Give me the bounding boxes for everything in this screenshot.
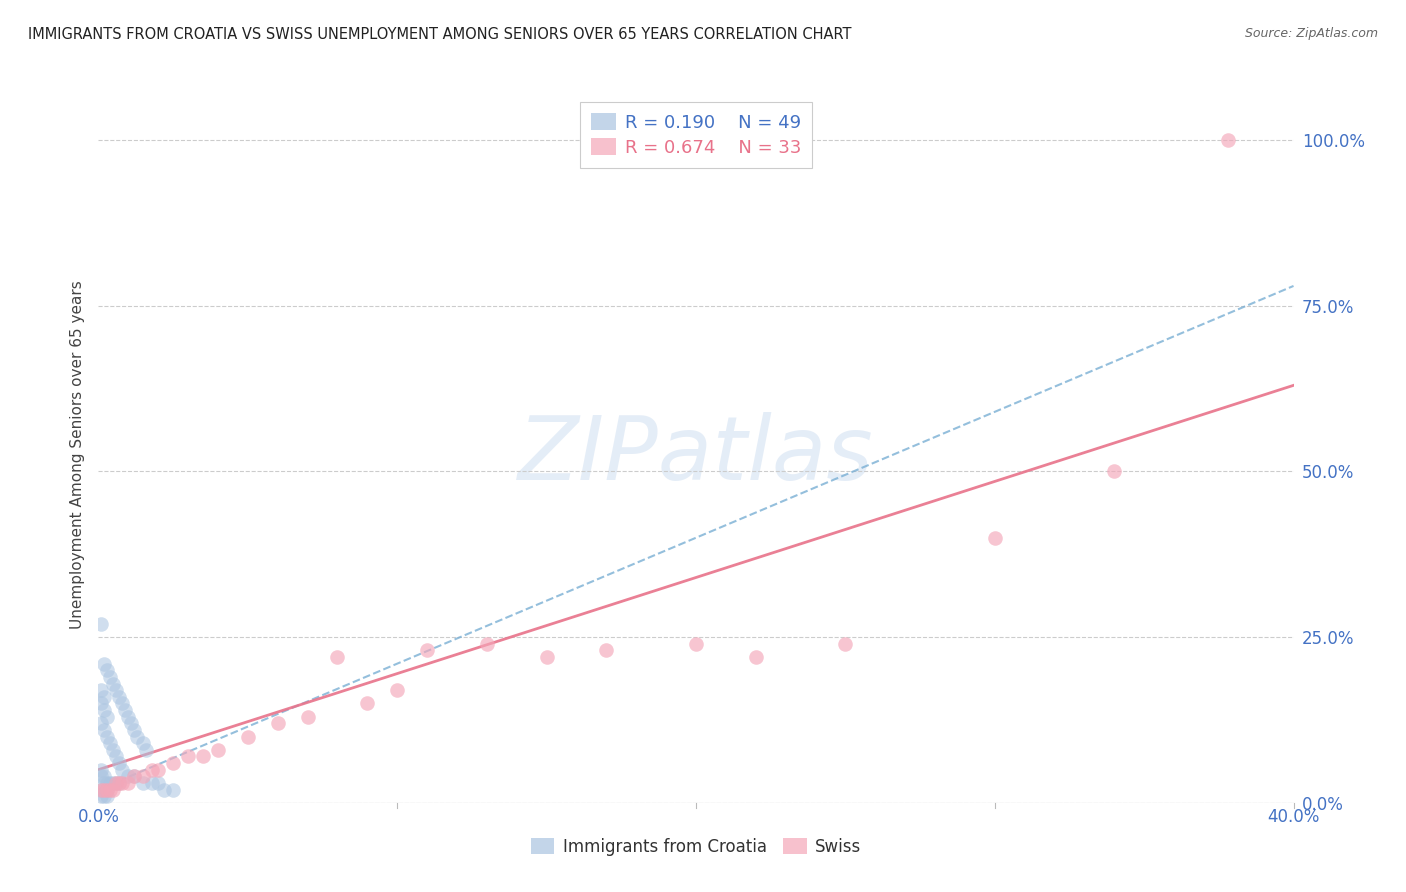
Point <box>90 683 112 698</box>
Point <box>103 782 125 797</box>
Point <box>90 769 112 783</box>
Point <box>98 736 122 750</box>
Point <box>595 643 617 657</box>
Point <box>745 650 768 665</box>
Point <box>1104 465 1126 479</box>
Point <box>96 782 118 797</box>
Point <box>135 743 157 757</box>
Point <box>108 756 131 770</box>
Point <box>105 749 128 764</box>
Point <box>141 776 163 790</box>
Point <box>297 709 319 723</box>
Point <box>96 776 118 790</box>
Point <box>326 650 349 665</box>
Point <box>93 703 115 717</box>
Point <box>124 769 146 783</box>
Point <box>93 789 115 804</box>
Point <box>103 776 125 790</box>
Point <box>834 637 856 651</box>
Point <box>105 776 128 790</box>
Point <box>120 716 142 731</box>
Point <box>117 769 139 783</box>
Point <box>96 782 118 797</box>
Point <box>108 776 131 790</box>
Point <box>117 709 139 723</box>
Text: IMMIGRANTS FROM CROATIA VS SWISS UNEMPLOYMENT AMONG SENIORS OVER 65 YEARS CORREL: IMMIGRANTS FROM CROATIA VS SWISS UNEMPLO… <box>28 27 852 42</box>
Point <box>98 670 122 684</box>
Point <box>93 782 115 797</box>
Point <box>111 763 134 777</box>
Point <box>90 782 112 797</box>
Point <box>685 637 707 651</box>
Y-axis label: Unemployment Among Seniors over 65 years: Unemployment Among Seniors over 65 years <box>70 281 86 629</box>
Point <box>416 643 439 657</box>
Point <box>93 690 115 704</box>
Point <box>162 782 184 797</box>
Point <box>90 789 112 804</box>
Point <box>267 716 290 731</box>
Point <box>96 663 118 677</box>
Point <box>93 723 115 737</box>
Point <box>90 716 112 731</box>
Point <box>103 676 125 690</box>
Point <box>114 703 136 717</box>
Point <box>385 683 409 698</box>
Point <box>93 769 115 783</box>
Point <box>90 763 112 777</box>
Point <box>111 776 134 790</box>
Point <box>98 776 122 790</box>
Point <box>1216 133 1239 147</box>
Point <box>96 730 118 744</box>
Point <box>141 763 163 777</box>
Point <box>124 723 146 737</box>
Text: Source: ZipAtlas.com: Source: ZipAtlas.com <box>1244 27 1378 40</box>
Point <box>536 650 558 665</box>
Point <box>98 782 122 797</box>
Point <box>191 749 214 764</box>
Point <box>132 776 155 790</box>
Point <box>108 690 131 704</box>
Point <box>105 683 128 698</box>
Point <box>117 776 139 790</box>
Point <box>162 756 184 770</box>
Point <box>475 637 498 651</box>
Point <box>111 697 134 711</box>
Point <box>148 776 170 790</box>
Point <box>207 743 229 757</box>
Point <box>103 743 125 757</box>
Point <box>90 616 112 631</box>
Point <box>93 657 115 671</box>
Legend: Immigrants from Croatia, Swiss: Immigrants from Croatia, Swiss <box>523 830 869 864</box>
Point <box>124 769 146 783</box>
Point <box>96 709 118 723</box>
Point <box>148 763 170 777</box>
Point <box>108 776 131 790</box>
Text: ZIPatlas: ZIPatlas <box>519 412 873 498</box>
Point <box>132 736 155 750</box>
Point <box>90 697 112 711</box>
Point <box>90 782 112 797</box>
Point <box>93 776 115 790</box>
Point <box>132 769 155 783</box>
Point <box>236 730 259 744</box>
Point <box>153 782 176 797</box>
Point <box>356 697 378 711</box>
Point <box>177 749 200 764</box>
Point <box>105 776 128 790</box>
Point <box>984 531 1007 545</box>
Point <box>127 730 149 744</box>
Point <box>96 789 118 804</box>
